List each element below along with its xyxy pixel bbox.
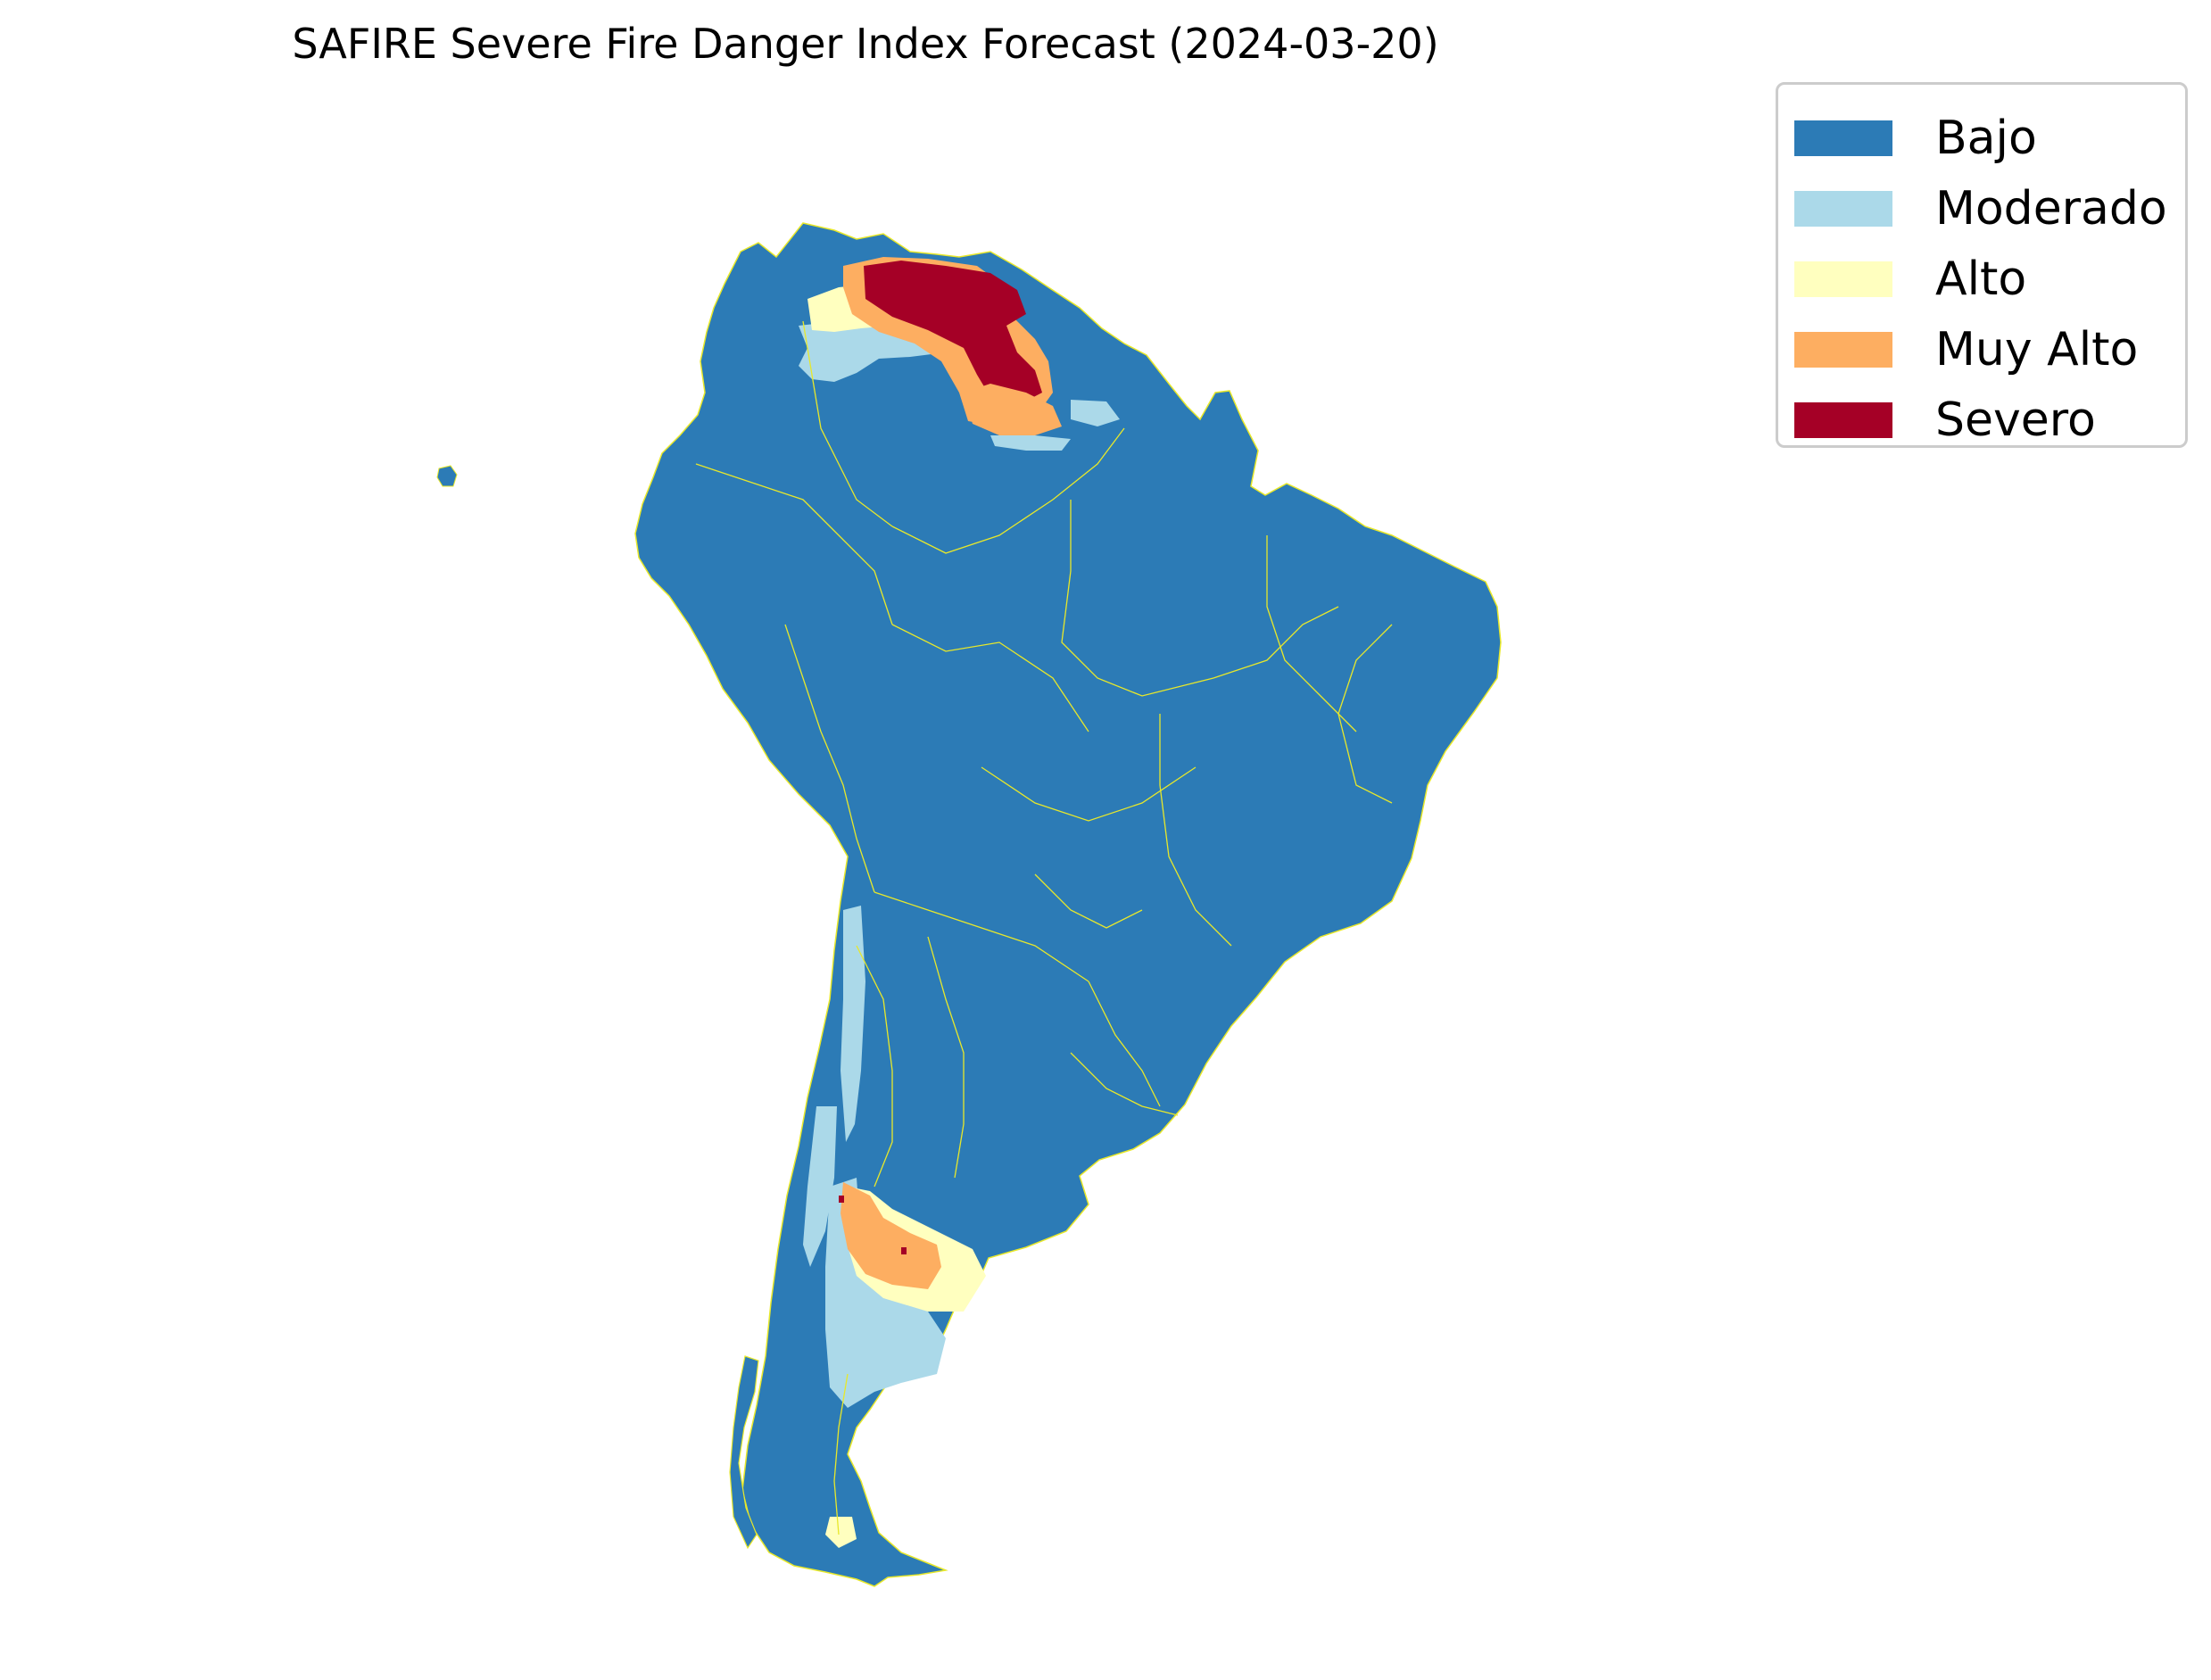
boundary-line-15: [981, 766, 1197, 822]
boundary-line-18: [1070, 1052, 1179, 1116]
legend-swatch-bajo: [1794, 120, 1892, 156]
boundary-line-13: [1266, 535, 1357, 732]
boundary-line-1: [802, 320, 893, 527]
venezuela-moderado-south: [990, 435, 1071, 451]
boundary-line-12: [856, 945, 893, 1188]
legend: Bajo Moderado Alto Muy Alto Severo: [1776, 82, 2188, 448]
north-muy-alto-south-zone: [964, 384, 1062, 435]
boundary-line-2: [891, 427, 1125, 554]
boundary-line-14: [1337, 624, 1393, 804]
legend-label-bajo: Bajo: [1935, 111, 2037, 165]
severo-dot-1: [901, 1247, 907, 1254]
boundary-line-8: [1213, 606, 1339, 679]
galapagos-islands: [436, 465, 458, 487]
chile-moderado-strip: [803, 1106, 837, 1267]
boundary-line-5: [784, 624, 875, 893]
legend-entry-severo: Severo: [1778, 385, 2185, 455]
legend-entry-bajo: Bajo: [1778, 103, 2185, 173]
boundary-line-4: [891, 624, 1089, 732]
andes-moderado-strip: [841, 906, 865, 1142]
north-severo-zone: [864, 261, 1042, 403]
boundary-line-9: [1159, 714, 1232, 947]
boundary-line-10: [1088, 981, 1161, 1107]
guyana-moderado-zone: [1071, 400, 1120, 426]
boundary-line-3: [695, 463, 893, 625]
boundary-line-11: [927, 936, 965, 1179]
legend-entry-muy-alto: Muy Alto: [1778, 314, 2185, 385]
legend-swatch-alto: [1794, 261, 1892, 297]
legend-entry-moderado: Moderado: [1778, 173, 2185, 244]
boundary-line-16: [1034, 873, 1143, 929]
chile-fjord-coast: [729, 1355, 759, 1550]
boundary-line-6: [874, 891, 1089, 982]
patagonia-muy-alto-zone: [841, 1182, 941, 1289]
boundary-line-7: [1061, 500, 1214, 697]
legend-entry-alto: Alto: [1778, 244, 2185, 314]
legend-label-alto: Alto: [1935, 252, 2027, 306]
continent-land: [634, 222, 1502, 1587]
legend-swatch-muy-alto: [1794, 331, 1892, 368]
map-title: SAFIRE Severe Fire Danger Index Forecast…: [292, 20, 1439, 68]
legend-swatch-severo: [1794, 401, 1892, 438]
legend-label-moderado: Moderado: [1935, 181, 2167, 236]
legend-label-severo: Severo: [1935, 393, 2096, 447]
boundary-line-17: [833, 1373, 849, 1535]
legend-swatch-moderado: [1794, 190, 1892, 227]
severo-dot-2: [839, 1196, 844, 1203]
tierra-del-fuego-alto-zone: [825, 1517, 857, 1548]
legend-label-muy-alto: Muy Alto: [1935, 322, 2139, 377]
